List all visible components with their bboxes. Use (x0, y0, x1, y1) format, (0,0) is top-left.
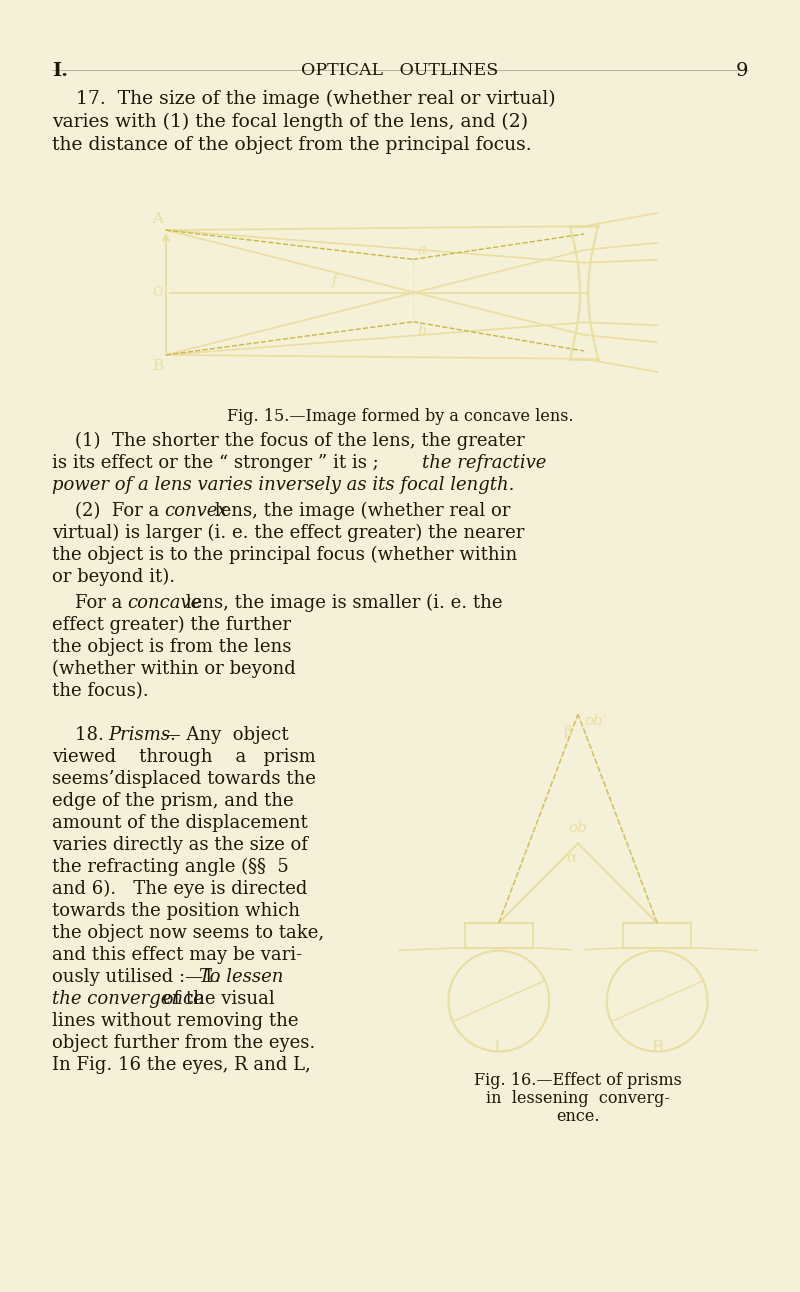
Text: b: b (418, 324, 426, 337)
Text: lens, the image (whether real or: lens, the image (whether real or (209, 503, 510, 521)
Text: I.: I. (52, 62, 68, 80)
Text: α: α (566, 850, 576, 864)
Text: For a: For a (52, 594, 128, 612)
Text: is its effect or the “ stronger ” it is ;: is its effect or the “ stronger ” it is … (52, 453, 385, 472)
Text: O: O (152, 286, 162, 298)
Text: (whether within or beyond: (whether within or beyond (52, 660, 296, 678)
Text: Fig. 15.—Image formed by a concave lens.: Fig. 15.—Image formed by a concave lens. (226, 408, 574, 425)
Text: 9: 9 (735, 62, 748, 80)
Text: L: L (494, 1039, 504, 1056)
Text: seems’displaced towards the: seems’displaced towards the (52, 770, 316, 788)
Text: the refracting angle (§§  5: the refracting angle (§§ 5 (52, 858, 289, 876)
Text: or beyond it).: or beyond it). (52, 568, 175, 587)
Text: OPTICAL   OUTLINES: OPTICAL OUTLINES (302, 62, 498, 79)
Text: lens, the image is smaller (i. e. the: lens, the image is smaller (i. e. the (180, 594, 502, 612)
Text: varies directly as the size of: varies directly as the size of (52, 836, 308, 854)
Text: virtual) is larger (i. e. the effect greater) the nearer: virtual) is larger (i. e. the effect gre… (52, 525, 524, 543)
Text: object further from the eyes.: object further from the eyes. (52, 1034, 315, 1052)
Text: — Any  object: — Any object (157, 726, 289, 744)
Text: ob: ob (569, 822, 587, 836)
Text: ously utilised :—1.: ously utilised :—1. (52, 968, 232, 986)
Text: in  lessening  converg-: in lessening converg- (486, 1090, 670, 1107)
Text: convex: convex (164, 503, 227, 519)
Text: β: β (564, 725, 573, 739)
Text: towards the position which: towards the position which (52, 902, 300, 920)
Text: amount of the displacement: amount of the displacement (52, 814, 308, 832)
Text: and 6).   The eye is directed: and 6). The eye is directed (52, 880, 307, 898)
Text: the distance of the object from the principal focus.: the distance of the object from the prin… (52, 136, 532, 154)
Text: the focus).: the focus). (52, 682, 149, 700)
Text: of the visual: of the visual (157, 990, 274, 1008)
Text: In Fig. 16 the eyes, R and L,: In Fig. 16 the eyes, R and L, (52, 1056, 310, 1074)
Text: 17.  The size of the image (whether real or virtual): 17. The size of the image (whether real … (52, 90, 556, 109)
Text: power of a lens varies inversely as its focal length.: power of a lens varies inversely as its … (52, 475, 514, 494)
Text: and this effect may be vari-: and this effect may be vari- (52, 946, 302, 964)
Text: varies with (1) the focal length of the lens, and (2): varies with (1) the focal length of the … (52, 112, 528, 132)
Text: a: a (418, 243, 426, 257)
Text: Fig. 16.—Effect of prisms: Fig. 16.—Effect of prisms (474, 1072, 682, 1089)
Text: 18.: 18. (52, 726, 110, 744)
Text: the object is to the principal focus (whether within: the object is to the principal focus (wh… (52, 547, 518, 565)
Text: edge of the prism, and the: edge of the prism, and the (52, 792, 294, 810)
Text: Prisms.: Prisms. (108, 726, 176, 744)
Text: B: B (152, 359, 163, 373)
Text: A: A (152, 212, 163, 226)
Text: ence.: ence. (556, 1109, 600, 1125)
Text: the convergence: the convergence (52, 990, 204, 1008)
Text: the object now seems to take,: the object now seems to take, (52, 924, 324, 942)
Text: the object is from the lens: the object is from the lens (52, 638, 291, 656)
Text: concave: concave (127, 594, 202, 612)
Text: (2)  For a: (2) For a (52, 503, 165, 519)
Text: ob': ob' (584, 714, 607, 729)
Text: To lessen: To lessen (199, 968, 283, 986)
Text: R: R (651, 1039, 663, 1056)
Text: the refractive: the refractive (422, 453, 546, 472)
Text: viewed    through    a   prism: viewed through a prism (52, 748, 316, 766)
Text: (1)  The shorter the focus of the lens, the greater: (1) The shorter the focus of the lens, t… (52, 432, 525, 450)
Text: lines without removing the: lines without removing the (52, 1012, 298, 1030)
Text: effect greater) the further: effect greater) the further (52, 616, 291, 634)
Text: f: f (332, 274, 337, 288)
